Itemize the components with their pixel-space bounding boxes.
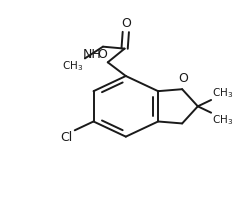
Text: O: O xyxy=(178,72,188,85)
Text: Cl: Cl xyxy=(60,131,73,144)
Text: O: O xyxy=(97,48,107,61)
Text: CH$_3$: CH$_3$ xyxy=(62,59,84,73)
Text: O: O xyxy=(121,17,131,30)
Text: NH: NH xyxy=(83,48,102,61)
Text: CH$_3$: CH$_3$ xyxy=(212,113,234,127)
Text: CH$_3$: CH$_3$ xyxy=(212,86,234,99)
